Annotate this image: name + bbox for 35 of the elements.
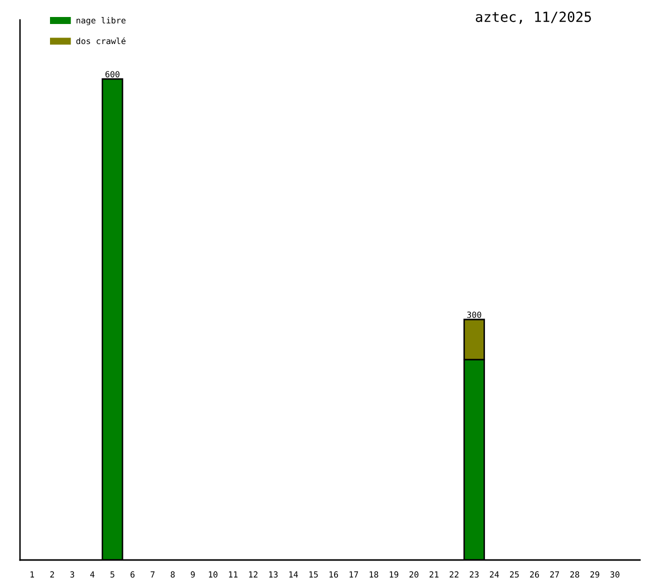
x-tick-label: 3: [70, 571, 74, 578]
x-tick-label: 13: [269, 571, 278, 578]
legend-label: dos crawlé: [76, 37, 126, 44]
chart-title: aztec, 11/2025: [476, 12, 591, 24]
x-tick-label: 2: [50, 571, 54, 578]
x-tick-label: 7: [150, 571, 155, 578]
x-tick-label: 10: [208, 571, 218, 578]
x-tick-label: 14: [289, 571, 298, 578]
x-tick-label: 30: [610, 571, 620, 578]
x-tick-label: 22: [450, 571, 458, 578]
x-tick-label: 6: [130, 571, 135, 578]
x-tick-label: 9: [190, 571, 195, 578]
x-tick-label: 29: [590, 571, 600, 578]
x-tick-label: 18: [370, 571, 378, 578]
total-label: 300: [467, 312, 482, 318]
x-tick-label: 1: [30, 571, 34, 578]
x-tick-label: 21: [430, 571, 438, 578]
x-tick-label: 17: [350, 571, 358, 578]
x-tick-label: 4: [90, 571, 94, 578]
legend-label: nage libre: [76, 17, 126, 26]
x-tick-label: 12: [249, 571, 258, 578]
x-tick-label: 27: [550, 571, 559, 578]
x-tick-label: 11: [229, 571, 238, 578]
x-tick-label: 23: [470, 571, 479, 578]
data-label: 600: [105, 71, 120, 78]
x-tick-label: 19: [390, 571, 398, 578]
x-tick-label: 5: [110, 571, 114, 578]
x-tick-label: 28: [570, 571, 580, 578]
x-tick-label: 26: [530, 571, 539, 578]
x-tick-label: 20: [410, 571, 418, 578]
x-tick-label: 8: [170, 571, 175, 578]
x-tick-label: 15: [309, 571, 318, 578]
x-tick-label: 25: [510, 571, 519, 578]
x-tick-label: 16: [330, 571, 338, 578]
x-tick-label: 24: [490, 571, 499, 578]
